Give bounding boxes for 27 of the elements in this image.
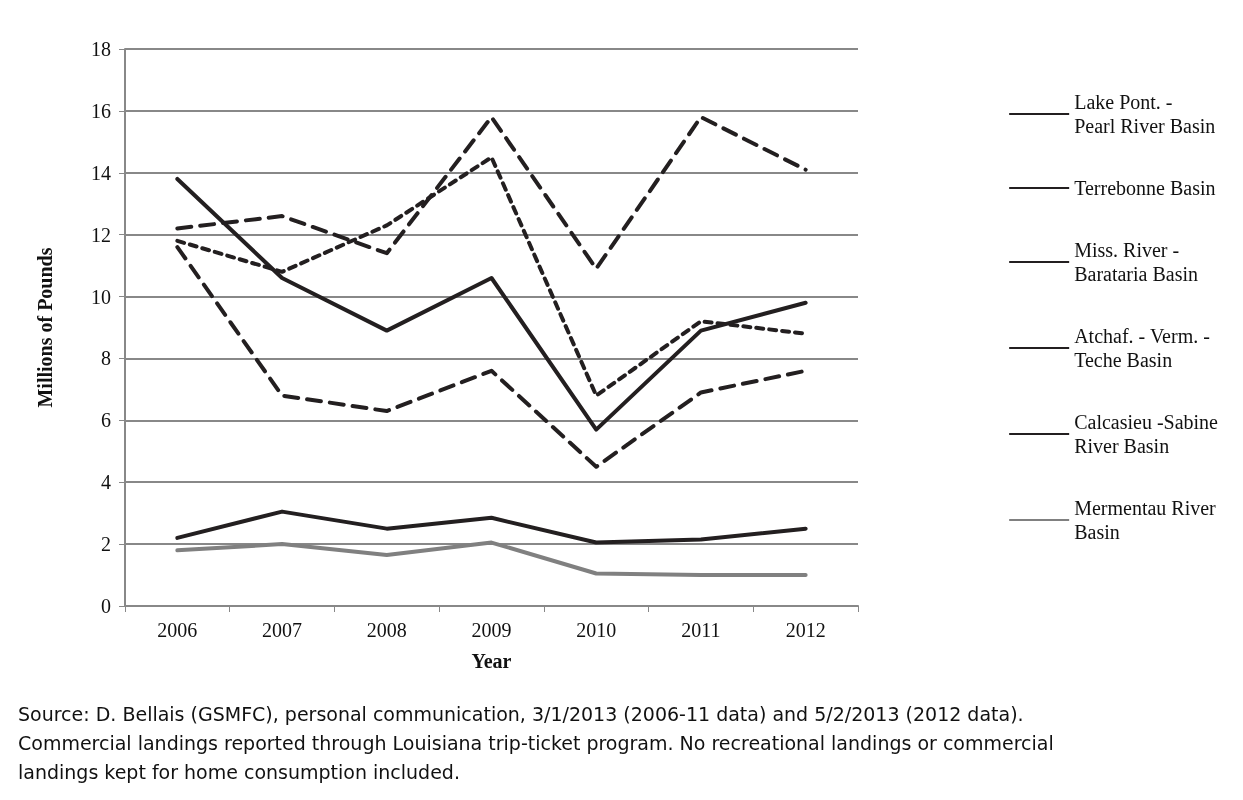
y-tick-label: 8: [101, 347, 111, 370]
legend-label: Calcasieu -Sabine River Basin: [1074, 411, 1219, 457]
x-tick-label: 2010: [576, 619, 617, 641]
legend-label: Terrebonne Basin: [1074, 177, 1216, 199]
legend-label: Miss. River - Barataria Basin: [1074, 239, 1199, 285]
x-tick-label: 2011: [681, 619, 721, 641]
legend-label: Mermentau River Basin: [1074, 497, 1217, 543]
x-tick-label: 2007: [262, 619, 303, 641]
x-tick-label: 2008: [366, 619, 407, 641]
source-note: Source: D. Bellais (GSMFC), personal communication, 3/1/2013 (2006-11 data) and 5/2/2013 (2012 data). Commercial landings reported through Louisiana trip-ticket program. No recreational landings or commercial landings kept for home consumption included.: [18, 702, 1055, 785]
x-axis-title: Year: [471, 650, 512, 672]
y-tick-label: 4: [101, 471, 111, 494]
line-series: [175, 509, 808, 545]
y-tick-label: 14: [91, 161, 111, 184]
y-axis-title: Millions of Pounds: [34, 247, 56, 408]
y-tick-label: 12: [91, 223, 111, 246]
y-tick-label: 0: [101, 595, 111, 617]
y-tick-label: 10: [91, 285, 111, 308]
y-tick-label: 18: [91, 38, 111, 60]
x-tick-label: 2012: [785, 619, 826, 641]
y-tick-label: 16: [91, 99, 111, 122]
y-tick-label: 6: [101, 409, 111, 432]
x-tick-label: 2006: [157, 619, 198, 641]
y-tick-label: 2: [101, 533, 111, 556]
x-tick-label: 2009: [471, 619, 512, 641]
legend-label: Lake Pont. - Pearl River Basin: [1074, 91, 1216, 137]
legend-label: Atchaf. - Verm. - Teche Basin: [1074, 325, 1210, 371]
